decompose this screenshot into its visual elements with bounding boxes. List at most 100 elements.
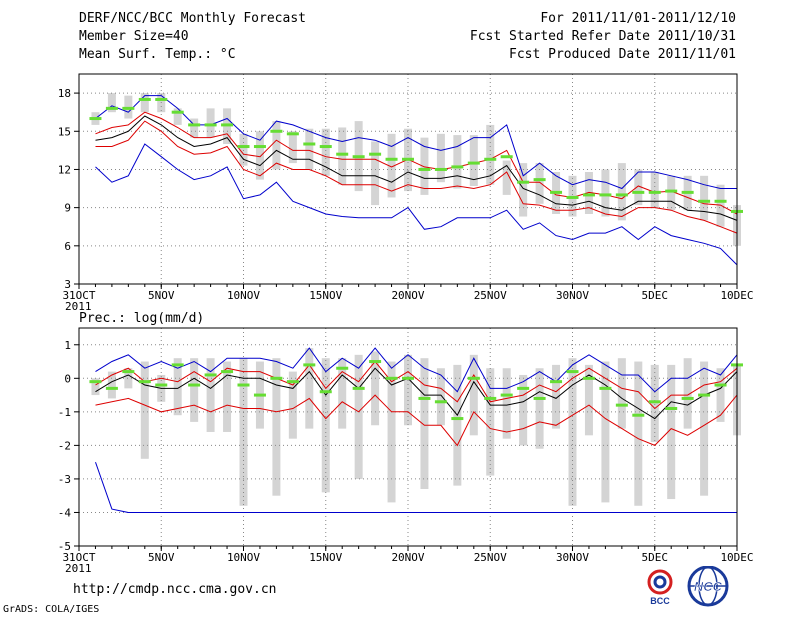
spread-box [683, 358, 692, 429]
observed-marker [188, 123, 201, 127]
x-tick-label: 15NOV [309, 289, 342, 302]
observed-marker [138, 97, 151, 101]
y-tick-label: 0 [64, 372, 71, 385]
x-tick-label: 30NOV [556, 551, 589, 564]
observed-marker [698, 199, 711, 203]
spread-box [371, 351, 380, 426]
observed-marker [500, 393, 513, 397]
chart-panel-2: 31OCT 5NOV 10NOV 15NOV 20NOV 25NOV 30NOV 5DEC 10… [58, 311, 754, 575]
x-tick-label: 10NOV [227, 551, 260, 564]
spread-box [535, 368, 544, 449]
observed-marker [303, 142, 316, 146]
x-tick-label: 31OCT [62, 289, 95, 302]
observed-marker [681, 396, 694, 400]
forecast-period: For 2011/11/01-2011/12/10 [540, 11, 736, 26]
x-tick-label: 5NOV [148, 551, 175, 564]
source-url[interactable]: http://cmdp.ncc.cma.gov.cn [73, 582, 277, 597]
observed-marker [632, 190, 645, 194]
chart-panel-1: 31OCT 5NOV 10NOV 15NOV 20NOV 25NOV 30NOV 5DEC 10… [58, 73, 754, 313]
y-tick-label: -2 [58, 439, 71, 452]
spread-box [634, 169, 643, 206]
observed-marker [467, 376, 480, 380]
observed-marker [369, 152, 382, 156]
observed-marker [714, 199, 727, 203]
spread-box [91, 378, 100, 396]
observed-marker [155, 97, 168, 101]
spread-box [502, 368, 511, 439]
spread-box [700, 175, 709, 221]
observed-marker [648, 400, 661, 404]
spread-box [535, 163, 544, 204]
spread-box [667, 364, 676, 500]
observed-marker [221, 370, 234, 374]
observed-marker [434, 167, 447, 171]
observed-marker [319, 145, 332, 149]
observed-marker [418, 167, 431, 171]
observed-marker [221, 123, 234, 127]
observed-marker [681, 190, 694, 194]
observed-marker [237, 383, 250, 387]
spread-box [519, 163, 528, 217]
observed-marker [484, 396, 497, 400]
spread-box [601, 169, 610, 217]
ncc-logo: NCC [687, 566, 729, 607]
spread-box [634, 361, 643, 506]
y-tick-label: -4 [58, 506, 72, 519]
spread-box [173, 358, 182, 416]
observed-marker [105, 386, 118, 390]
spread-box [486, 368, 495, 476]
observed-marker [665, 406, 678, 410]
y-tick-label: 3 [64, 278, 71, 291]
spread-box [338, 127, 347, 185]
observed-marker [566, 370, 579, 374]
observed-marker [566, 195, 579, 199]
observed-marker [188, 383, 201, 387]
spread-box [124, 368, 133, 389]
x-tick-label: 10DEC [720, 289, 753, 302]
observed-marker [402, 376, 414, 380]
observed-marker [270, 129, 283, 133]
observed-marker [319, 390, 332, 394]
spread-box [288, 371, 297, 439]
observed-marker [385, 157, 398, 161]
observed-marker [582, 376, 595, 380]
observed-marker [138, 380, 151, 384]
x-tick-label: 20NOV [391, 289, 424, 302]
bcc-logo-text: BCC [650, 596, 670, 606]
y-tick-label: 6 [64, 240, 71, 253]
spread-box [107, 371, 116, 399]
y-tick-label: 15 [58, 125, 71, 138]
observed-marker [582, 193, 595, 197]
observed-marker [253, 145, 266, 149]
y-tick-label: 1 [64, 339, 71, 352]
observed-marker [369, 360, 382, 364]
y-tick-label: -5 [58, 540, 71, 553]
spread-box [239, 133, 248, 166]
spread-box [321, 128, 330, 176]
observed-marker [451, 417, 464, 421]
spread-box [338, 358, 347, 429]
spread-box [173, 108, 182, 125]
observed-marker [698, 393, 711, 397]
series-line-ensemble-max [95, 347, 738, 393]
observed-marker [155, 383, 168, 387]
series-line-upper-band [95, 360, 738, 410]
x-tick-label: 31OCT [62, 551, 95, 564]
x-tick-label: 10NOV [227, 289, 260, 302]
spread-box [404, 354, 412, 426]
observed-marker [171, 110, 184, 114]
observed-marker [237, 145, 250, 149]
x-tick-label: 5DEC [642, 289, 669, 302]
observed-marker [336, 366, 349, 370]
observed-marker [418, 396, 431, 400]
observed-marker [517, 386, 530, 390]
observed-marker [714, 383, 727, 387]
spread-box [223, 361, 232, 432]
observed-marker [89, 380, 102, 384]
x-tick-label: 15NOV [309, 551, 342, 564]
observed-marker [599, 386, 612, 390]
spread-box [305, 128, 314, 170]
observed-marker [550, 190, 563, 194]
series-line-ensemble-min [95, 462, 737, 513]
observed-marker [286, 380, 299, 384]
